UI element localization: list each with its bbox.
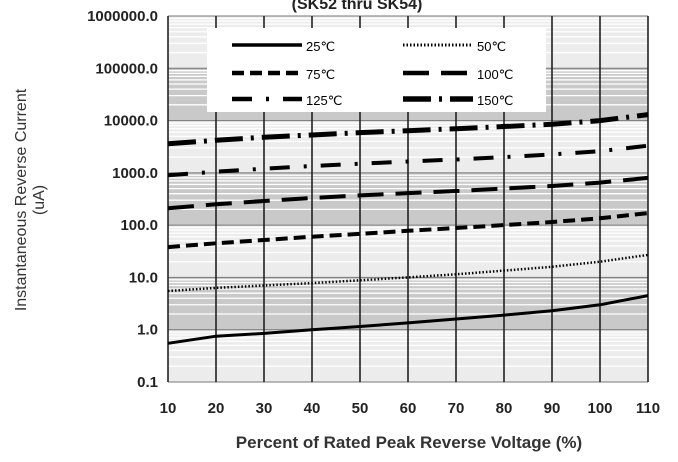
x-tick-label: 30 <box>256 400 273 417</box>
chart-title: (SK52 thru SK54) <box>292 0 423 13</box>
y-tick-label: 100000.0 <box>95 60 158 77</box>
legend-label-0: 25℃ <box>306 39 335 54</box>
x-tick-label: 80 <box>496 400 513 417</box>
legend-label-1: 50℃ <box>477 39 506 54</box>
legend-label-3: 100℃ <box>477 67 513 82</box>
y-tick-label: 0.1 <box>137 374 158 391</box>
legend-label-5: 150℃ <box>477 93 513 108</box>
series-line-0 <box>167 294 649 345</box>
x-tick-label: 10 <box>160 400 177 417</box>
x-axis-label: Percent of Rated Peak Reverse Voltage (%… <box>236 433 582 452</box>
y-tick-label: 1000.0 <box>112 165 158 182</box>
x-tick-label: 110 <box>636 400 660 417</box>
legend-box <box>207 28 546 112</box>
series-line-2 <box>167 211 649 250</box>
legend-label-2: 75℃ <box>306 67 335 82</box>
x-tick-label: 70 <box>448 400 465 417</box>
x-tick-label: 20 <box>208 400 225 417</box>
x-tick-label: 100 <box>587 400 612 417</box>
y-tick-label: 10000.0 <box>104 113 158 130</box>
y-tick-label: 100.0 <box>120 217 158 234</box>
x-tick-label: 40 <box>304 400 321 417</box>
y-axis-label: Instantaneous Reverse Current <box>13 88 30 311</box>
x-tick-label: 50 <box>352 400 369 417</box>
x-tick-label: 60 <box>400 400 417 417</box>
series-line-5 <box>167 112 649 147</box>
legend-label-4: 125℃ <box>306 93 342 108</box>
series-line-3 <box>167 175 649 211</box>
x-tick-label: 90 <box>544 400 561 417</box>
y-tick-label: 1.0 <box>137 322 158 339</box>
series-line-4 <box>167 143 649 178</box>
y-tick-label: 10.0 <box>129 269 158 286</box>
y-tick-label: 1000000.0 <box>87 8 158 25</box>
y-axis-unit-label: (uA) <box>31 185 48 215</box>
